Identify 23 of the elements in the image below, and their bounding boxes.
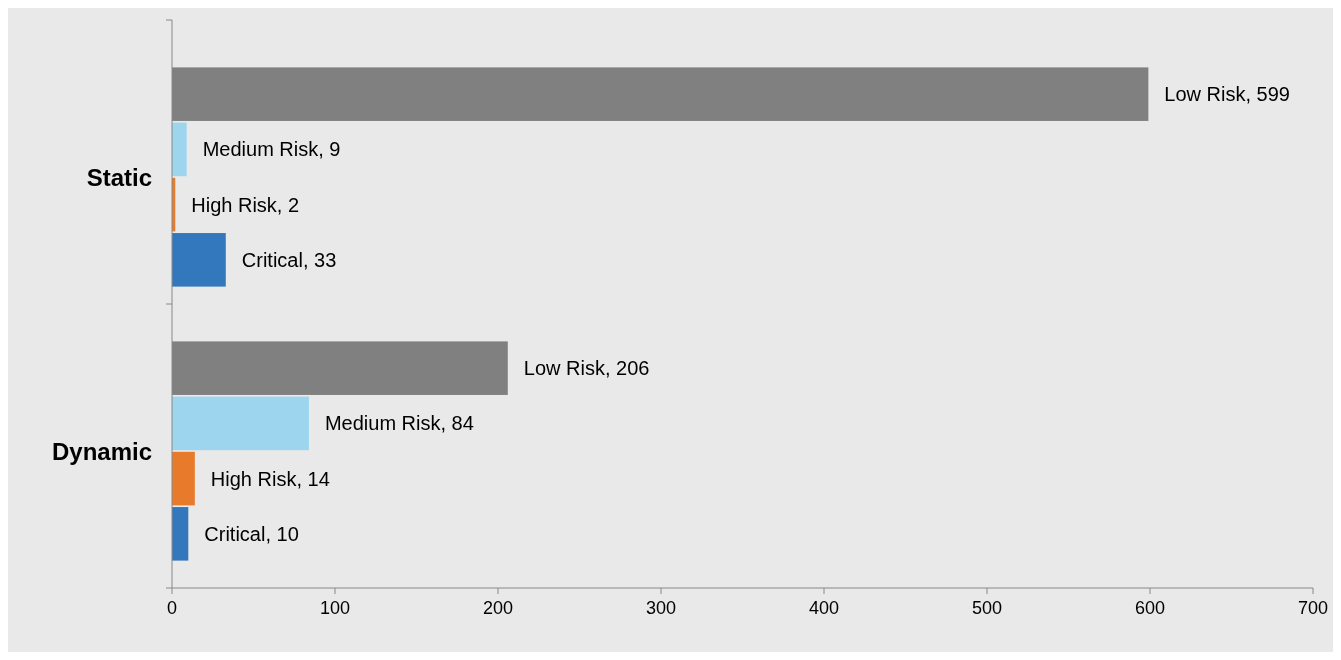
x-tick-label: 500 — [971, 598, 1003, 618]
bar — [172, 122, 187, 177]
data-label: Critical, 10 — [204, 522, 299, 545]
x-tick-label: 300 — [645, 598, 677, 618]
bar — [172, 233, 226, 287]
bar — [172, 507, 189, 561]
x-tick-label: 200 — [482, 598, 514, 618]
data-label: Medium Risk, 9 — [202, 138, 341, 161]
x-tick-label: 100 — [319, 598, 351, 618]
data-label: High Risk, 14 — [210, 467, 330, 490]
data-label: Critical, 33 — [241, 248, 337, 271]
data-label: Low Risk, 599 — [1164, 83, 1290, 106]
x-tick-label: 600 — [1134, 598, 1166, 618]
data-label: Medium Risk, 84 — [324, 412, 474, 435]
y-tick-label: Static — [86, 163, 152, 191]
data-label: High Risk, 2 — [191, 193, 300, 216]
bar — [172, 396, 309, 451]
y-tick-label: Dynamic — [51, 437, 152, 465]
x-tick-label: 400 — [808, 598, 840, 618]
bar — [172, 451, 195, 506]
x-tick-label: 0 — [166, 598, 178, 618]
data-label: Low Risk, 206 — [523, 357, 650, 380]
x-tick-label: 700 — [1297, 598, 1329, 618]
